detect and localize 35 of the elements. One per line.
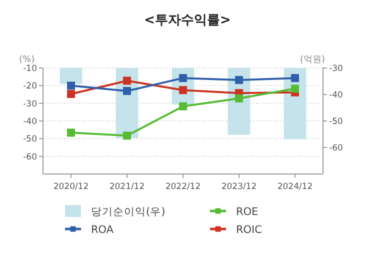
y-tick-label: -20	[23, 82, 37, 92]
y2-axis-title: (억원)	[300, 55, 325, 65]
y2-tick-label: -50	[329, 117, 343, 127]
chart-title: <투자수익률>	[144, 13, 231, 28]
y-tick-label: -50	[23, 134, 37, 145]
point	[179, 102, 187, 110]
y2-tick-label: -40	[329, 90, 343, 100]
x-tick-label: 2024/12	[277, 182, 313, 192]
legend-label: ROIC	[236, 224, 262, 236]
point	[67, 90, 75, 98]
y2-tick-label: -30	[329, 64, 343, 74]
point	[179, 86, 187, 94]
y-tick-label: -30	[23, 99, 37, 110]
y-tick-label: -10	[23, 64, 37, 74]
legend-label: ROE	[236, 206, 258, 218]
y-axis-title: (%)	[19, 55, 35, 65]
x-tick-label: 2022/12	[165, 182, 201, 192]
point	[291, 74, 299, 82]
y-tick-label: -60	[23, 152, 37, 162]
x-tick-label: 2021/12	[109, 182, 145, 192]
point	[235, 76, 243, 84]
point	[235, 94, 243, 102]
point	[67, 82, 75, 90]
x-tick-label: 2020/12	[53, 182, 89, 192]
point	[67, 128, 75, 137]
x-tick-label: 2023/12	[221, 182, 257, 192]
y-tick-label: -40	[23, 117, 37, 127]
point	[291, 84, 299, 93]
point	[123, 132, 131, 140]
point	[179, 74, 187, 82]
point	[123, 86, 131, 95]
legend-label: 당기순이익(우)	[91, 206, 166, 218]
y2-tick-label: -60	[329, 144, 343, 154]
legend-label: ROA	[91, 224, 114, 236]
point	[123, 76, 131, 85]
